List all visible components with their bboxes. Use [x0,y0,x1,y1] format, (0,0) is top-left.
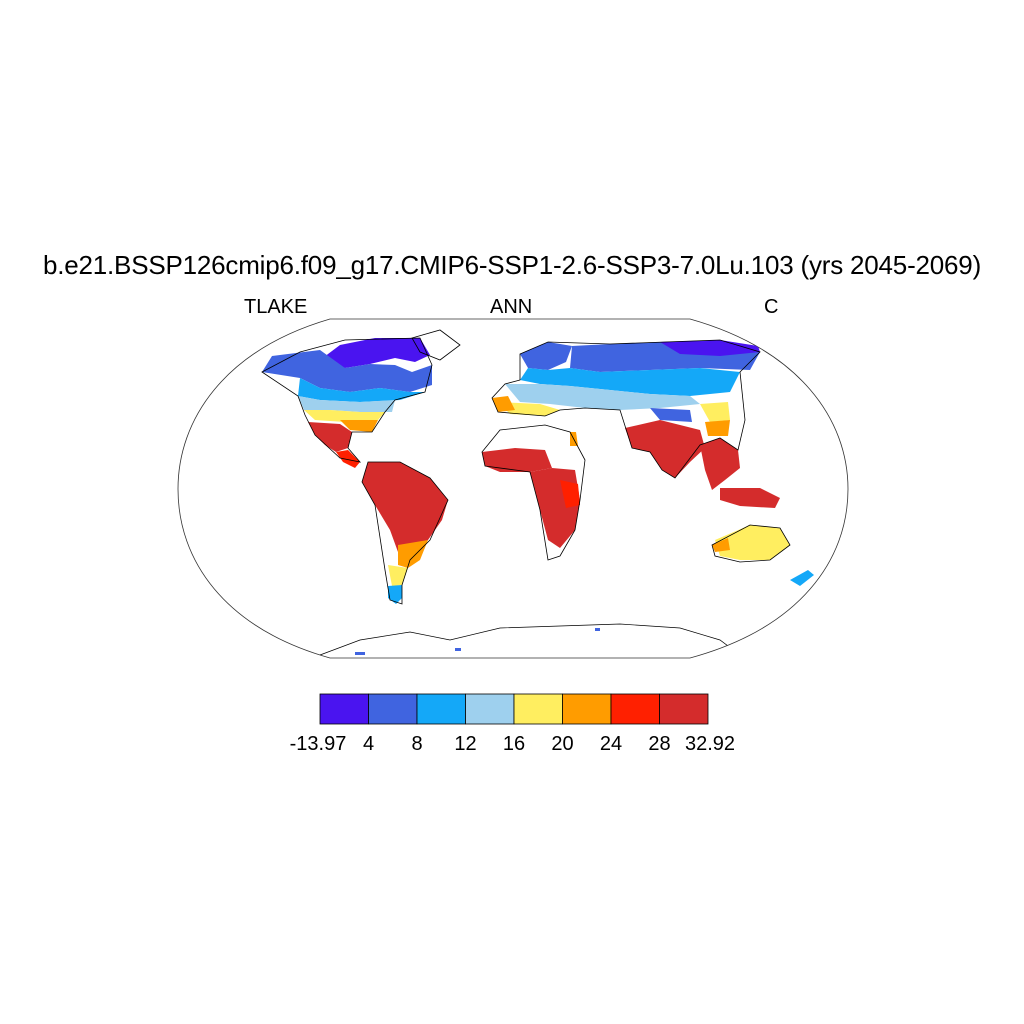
region-central-america-south [336,450,360,468]
region-us-north [298,396,395,412]
region-africa-sahel-west [482,448,552,472]
antarctic-cell-3 [595,628,600,631]
colorbar-box [465,693,515,725]
region-australia-west [712,538,730,552]
data-field [261,329,814,656]
antarctic-cell-2 [455,648,461,651]
region-south-asia [625,420,705,478]
region-mediterranean [498,402,560,416]
colorbar-tick-label: 8 [411,733,422,755]
region-iberia [492,396,515,412]
region-europe-russia-temperate [520,368,740,396]
region-scandinavia [520,342,572,370]
colorbar-tick-label: 12 [454,733,476,755]
map-title: b.e21.BSSP126cmip6.f09_g17.CMIP6-SSP1-2.… [42,250,982,280]
colorbar-box [319,693,369,725]
colorbar-box [659,693,709,725]
region-africa-hot-core [560,480,580,508]
region-us-south [304,410,385,422]
region-us-gulf [340,420,378,432]
region-europe-south-central-asia [505,384,700,410]
region-maritime-asia [720,488,780,508]
region-south-america-subtropics [398,540,428,568]
colorbar-tick-label: 20 [551,733,573,755]
colorbar-tick-label: 24 [600,733,622,755]
region-north-america-arctic [320,338,430,368]
region-china-south [705,420,730,436]
season-label: ANN [490,296,533,318]
colorbar-boxes [319,693,709,725]
colorbar-box [513,693,563,725]
colorbar-tick-label: 4 [363,733,374,755]
region-southeast-asia [700,438,740,490]
colorbar-tick-label: 16 [503,733,525,755]
region-patagonia [388,585,402,604]
colorbar-box [416,693,466,725]
colorbar-box [562,693,612,725]
colorbar-tick-label: 32.92 [685,733,735,755]
colorbar-box [610,693,660,725]
colorbar-tick-label: -13.97 [290,733,347,755]
region-new-zealand [790,570,814,586]
coastlines [261,329,791,605]
region-china-east [700,402,730,422]
colorbar-box [368,693,418,725]
variable-label: TLAKE [244,296,308,318]
colorbar-labels: -13.97 4 8 12 16 20 24 28 32.92 [290,733,735,755]
region-north-america-temperate [298,378,425,402]
region-tibet [650,408,692,422]
region-mexico-central-america [308,422,352,452]
units-label: C [764,296,779,318]
region-antarctica [319,623,741,656]
region-south-america-tropics [362,462,448,552]
antarctic-cell-1 [355,652,365,655]
region-siberia-north [660,340,760,356]
colorbar-tick-label: 28 [648,733,670,755]
colorbar: -13.97 4 8 12 16 20 24 28 32.92 [290,693,735,755]
region-north-america-boreal [262,350,432,392]
